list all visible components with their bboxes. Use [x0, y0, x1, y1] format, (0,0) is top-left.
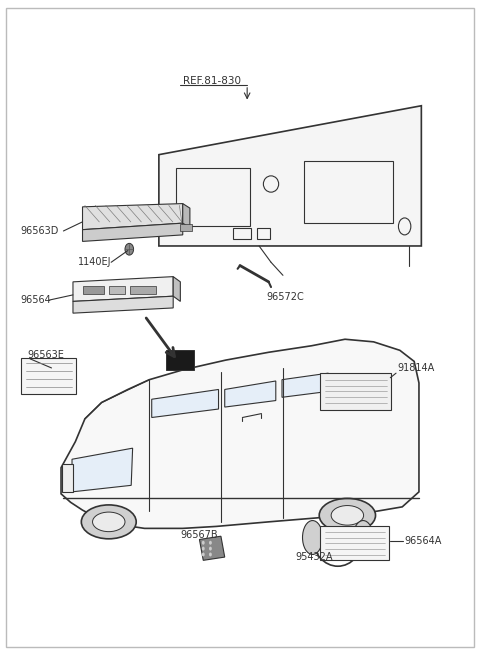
Ellipse shape: [331, 506, 364, 525]
Polygon shape: [173, 276, 180, 301]
Text: 96563E: 96563E: [28, 350, 64, 360]
Circle shape: [209, 547, 212, 551]
Text: 96563D: 96563D: [21, 226, 59, 236]
Circle shape: [202, 541, 204, 545]
Polygon shape: [159, 105, 421, 246]
FancyBboxPatch shape: [83, 286, 104, 294]
Circle shape: [209, 553, 212, 557]
Ellipse shape: [302, 521, 323, 555]
FancyBboxPatch shape: [320, 373, 391, 410]
Text: 91814A: 91814A: [397, 363, 435, 373]
Text: 95432A: 95432A: [295, 552, 332, 562]
Ellipse shape: [353, 521, 373, 555]
Polygon shape: [225, 381, 276, 407]
FancyBboxPatch shape: [22, 358, 76, 394]
Ellipse shape: [81, 505, 136, 539]
Ellipse shape: [319, 498, 375, 533]
Circle shape: [209, 541, 212, 545]
Text: REF.81-830: REF.81-830: [183, 76, 241, 86]
Ellipse shape: [93, 512, 125, 532]
FancyBboxPatch shape: [62, 464, 73, 492]
Text: 96564: 96564: [21, 295, 51, 305]
FancyBboxPatch shape: [180, 225, 192, 231]
Text: 96567B: 96567B: [180, 530, 218, 540]
Polygon shape: [199, 536, 225, 560]
Circle shape: [202, 547, 204, 551]
Polygon shape: [183, 204, 190, 228]
FancyBboxPatch shape: [130, 286, 156, 294]
FancyBboxPatch shape: [109, 286, 125, 294]
Circle shape: [202, 553, 204, 557]
Polygon shape: [72, 448, 132, 492]
Polygon shape: [61, 339, 419, 529]
Text: 96564A: 96564A: [405, 536, 442, 546]
Circle shape: [125, 244, 133, 255]
Polygon shape: [73, 296, 173, 313]
Text: 96572C: 96572C: [266, 291, 304, 302]
Polygon shape: [83, 204, 183, 230]
Polygon shape: [83, 223, 183, 242]
Text: 1140EJ: 1140EJ: [78, 257, 111, 267]
FancyBboxPatch shape: [166, 350, 194, 370]
FancyBboxPatch shape: [320, 527, 389, 560]
Polygon shape: [73, 276, 173, 301]
Polygon shape: [282, 373, 328, 398]
Polygon shape: [152, 390, 218, 417]
